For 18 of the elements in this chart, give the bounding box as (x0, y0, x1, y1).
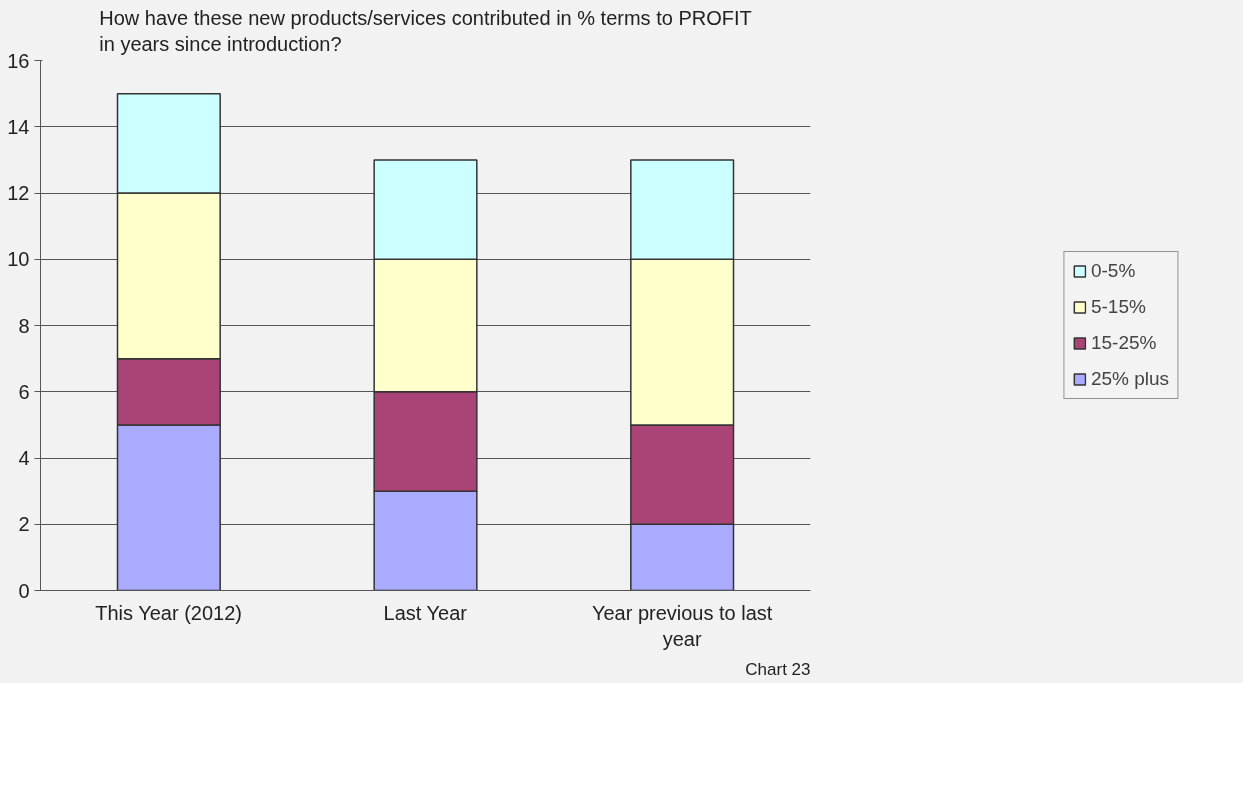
x-tick-label: Year previous to last year (591, 601, 773, 650)
legend-label: 5-15% (1090, 296, 1146, 318)
legend-label: 0-5% (1090, 260, 1136, 282)
y-tick-label: 16 (7, 49, 30, 72)
legend-label: 25% plus (1090, 368, 1170, 390)
x-tick-label: This Year (2012) (95, 601, 243, 624)
legend-label: 15-25% (1090, 332, 1157, 354)
y-tick-label: 4 (18, 447, 30, 469)
y-tick-label: 12 (7, 182, 30, 204)
x-tick-label: Last Year (383, 601, 468, 624)
y-tick-label: 6 (18, 380, 30, 403)
y-tick-label: 14 (7, 115, 30, 138)
chart-title: How have these new products/services contributed in % terms to PROFIT in years since introduction? (99, 7, 752, 56)
y-tick-label: 0 (18, 579, 30, 602)
y-tick-label: 8 (18, 314, 30, 337)
y-tick-label: 10 (7, 248, 30, 271)
caption: Chart 23 (745, 659, 811, 679)
y-tick-label: 2 (18, 513, 30, 536)
